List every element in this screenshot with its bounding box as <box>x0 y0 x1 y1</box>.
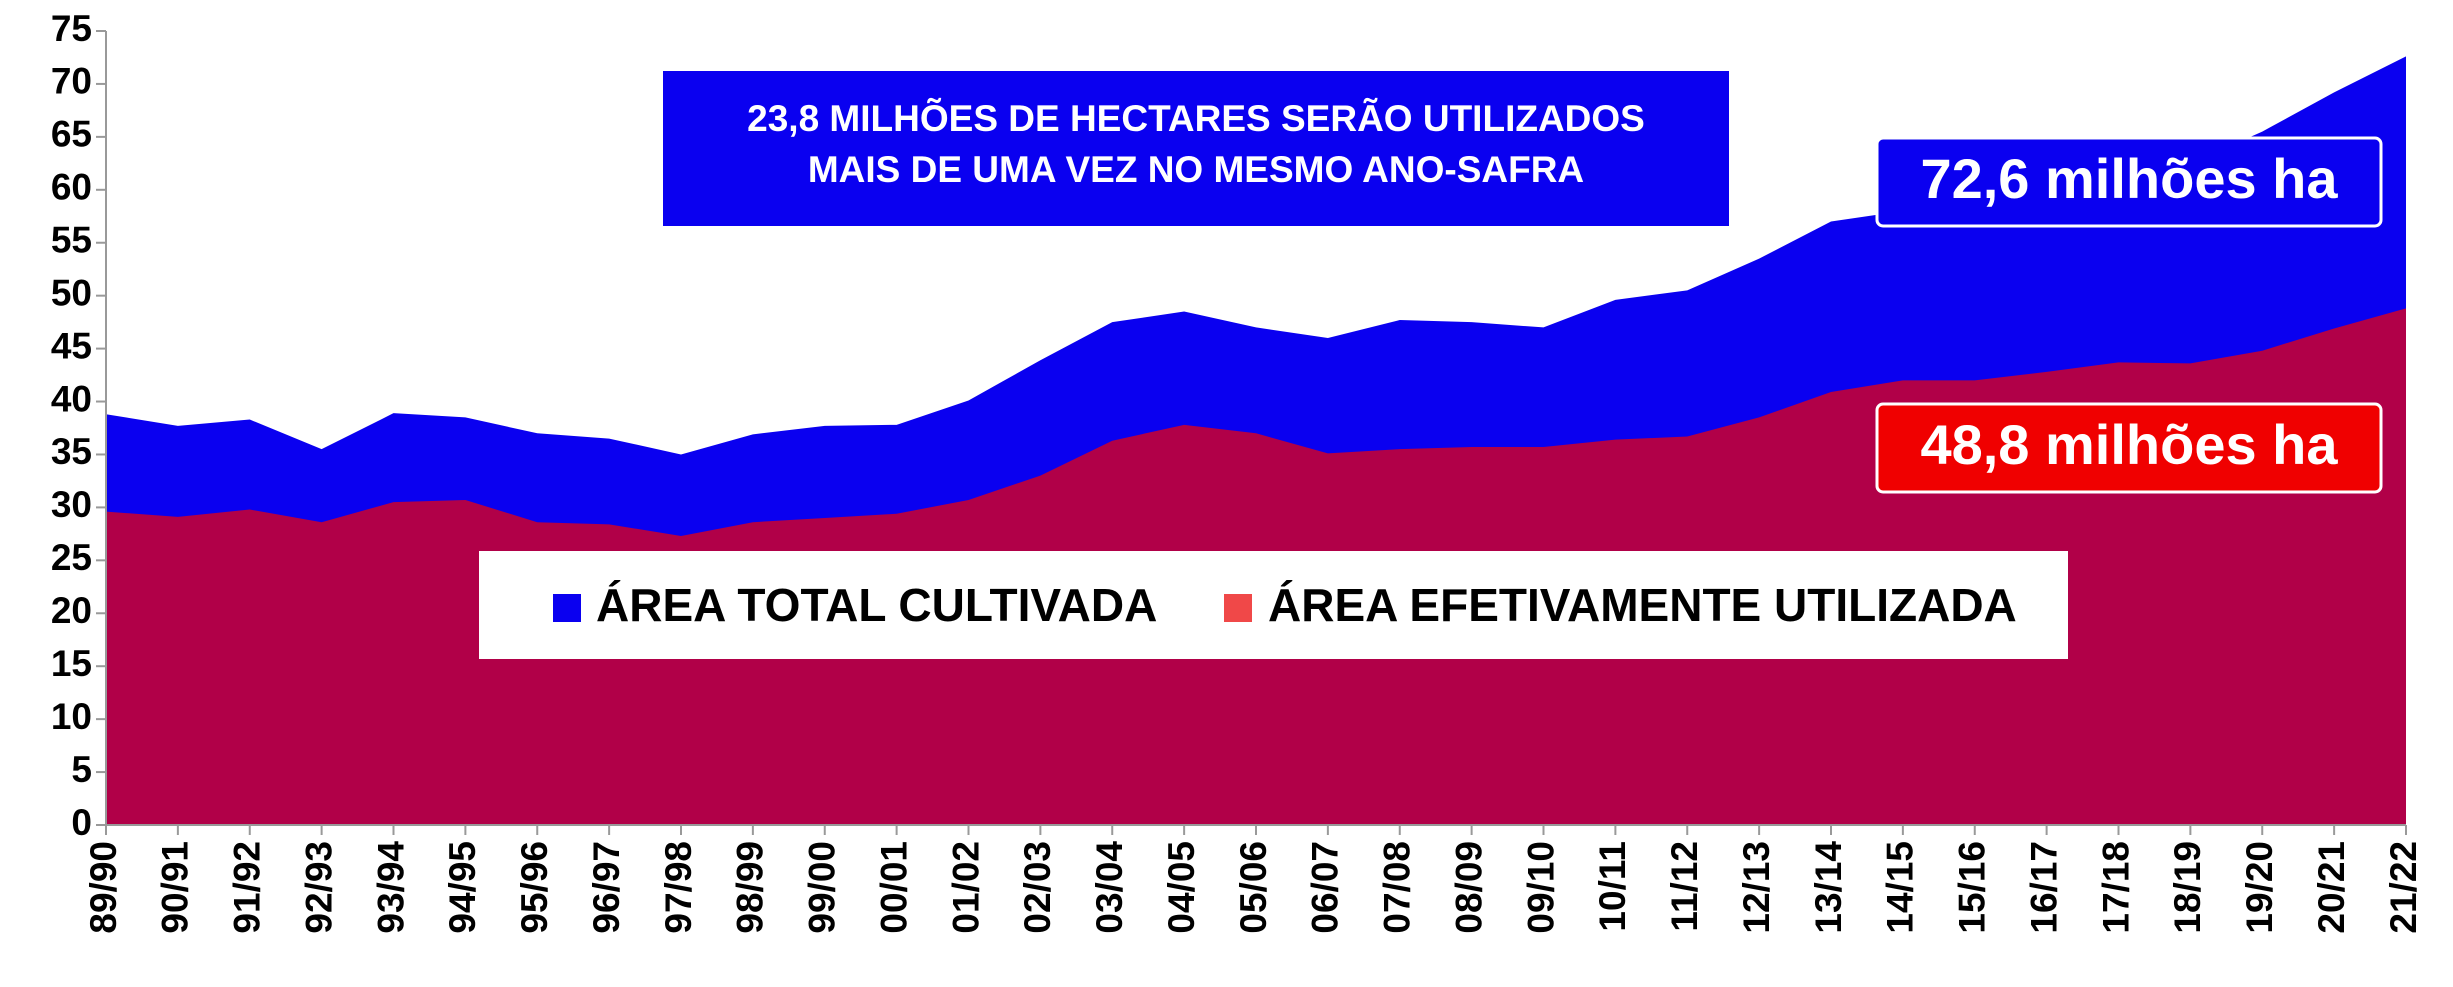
y-tick-label: 65 <box>51 114 92 155</box>
x-tick-label: 96/97 <box>586 841 627 934</box>
x-tick-label: 89/90 <box>83 841 124 934</box>
x-tick-label: 20/21 <box>2311 841 2352 934</box>
x-tick-label: 92/93 <box>298 841 339 934</box>
legend-label: ÁREA EFETIVAMENTE UTILIZADA <box>1268 579 2017 631</box>
annotation: 72,6 milhões ha <box>1920 147 2338 210</box>
y-tick-label: 70 <box>51 61 92 102</box>
x-tick-label: 15/16 <box>1952 841 1993 934</box>
x-tick-label: 14/15 <box>1880 841 1921 934</box>
x-tick-label: 06/07 <box>1305 841 1346 934</box>
x-tick-label: 93/94 <box>370 841 411 934</box>
y-tick-label: 5 <box>71 749 92 790</box>
legend-label: ÁREA TOTAL CULTIVADA <box>596 579 1157 631</box>
x-tick-label: 08/09 <box>1448 841 1489 934</box>
x-tick-label: 01/02 <box>945 841 986 934</box>
note-line: 23,8 MILHÕES DE HECTARES SERÃO UTILIZADO… <box>747 97 1645 139</box>
x-tick-label: 91/92 <box>227 841 268 934</box>
annotation-box <box>1875 136 2383 228</box>
x-tick-label: 03/04 <box>1089 841 1130 934</box>
y-tick-label: 35 <box>51 431 92 472</box>
x-tick-label: 16/17 <box>2023 841 2064 934</box>
annotation: 48,8 milhões ha <box>1920 413 2338 476</box>
x-tick-label: 17/18 <box>2095 841 2136 934</box>
x-tick-label: 94/95 <box>442 841 483 934</box>
x-tick-label: 18/19 <box>2167 841 2208 934</box>
x-tick-label: 99/00 <box>802 841 843 934</box>
y-tick-label: 0 <box>71 802 92 843</box>
x-tick-label: 05/06 <box>1233 841 1274 934</box>
y-tick-label: 45 <box>51 325 92 366</box>
x-tick-label: 00/01 <box>873 841 914 934</box>
y-tick-label: 60 <box>51 167 92 208</box>
y-tick-label: 15 <box>51 643 92 684</box>
x-tick-label: 12/13 <box>1736 841 1777 934</box>
x-tick-label: 13/14 <box>1808 841 1849 934</box>
y-tick-label: 50 <box>51 272 92 313</box>
y-tick-label: 25 <box>51 537 92 578</box>
note-box <box>663 71 1729 226</box>
x-tick-label: 97/98 <box>658 841 699 934</box>
x-tick-label: 02/03 <box>1017 841 1058 934</box>
x-tick-label: 09/10 <box>1520 841 1561 934</box>
x-tick-label: 11/12 <box>1664 841 1705 932</box>
y-tick-label: 20 <box>51 590 92 631</box>
x-tick-label: 19/20 <box>2239 841 2280 934</box>
x-tick-label: 95/96 <box>514 841 555 934</box>
x-tick-label: 21/22 <box>2383 841 2424 934</box>
x-tick-label: 98/99 <box>730 841 771 934</box>
y-tick-label: 30 <box>51 484 92 525</box>
legend-swatch <box>1224 594 1252 622</box>
y-tick-label: 10 <box>51 696 92 737</box>
annotation-box <box>1875 402 2383 494</box>
x-tick-label: 90/91 <box>155 841 196 934</box>
y-tick-label: 75 <box>51 8 92 49</box>
y-tick-label: 55 <box>51 220 92 261</box>
y-tick-label: 40 <box>51 378 92 419</box>
legend-box <box>479 551 2068 659</box>
legend-swatch <box>553 594 581 622</box>
note-line: MAIS DE UMA VEZ NO MESMO ANO-SAFRA <box>808 149 1584 190</box>
x-tick-label: 10/11 <box>1592 841 1633 932</box>
x-tick-label: 04/05 <box>1161 841 1202 934</box>
x-tick-label: 07/08 <box>1377 841 1418 934</box>
